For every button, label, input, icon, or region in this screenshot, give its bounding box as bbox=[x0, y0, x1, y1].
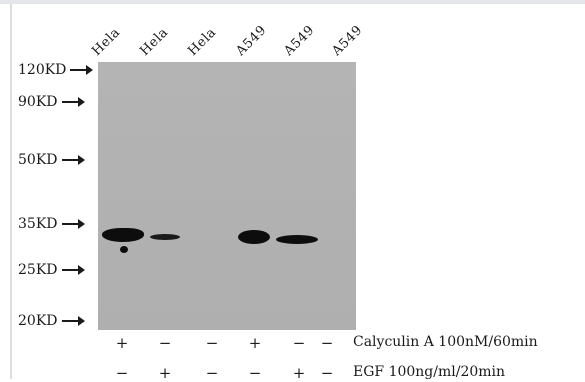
western-blot-image bbox=[98, 62, 356, 330]
treatment-2-label: EGF 100ng/ml/20min bbox=[353, 364, 506, 380]
marker-arrow-icon bbox=[61, 97, 85, 107]
band-lane-5 bbox=[276, 235, 318, 244]
lane-label-4: A549 bbox=[233, 22, 270, 59]
treatment-1-label: Calyculin A 100nM/60min bbox=[353, 334, 538, 350]
treatment-1-lane-3: − bbox=[205, 334, 219, 352]
band-lane-1 bbox=[102, 228, 144, 242]
treatment-1-lane-1: + bbox=[115, 334, 129, 352]
lane-label-1: Hela bbox=[89, 25, 124, 60]
band-lane-1-spot bbox=[120, 246, 128, 253]
marker-arrow-icon bbox=[70, 65, 94, 75]
treatment-2-lane-1: − bbox=[115, 364, 129, 382]
lane-label-5: A549 bbox=[281, 22, 318, 59]
top-border bbox=[0, 0, 585, 4]
band-lane-4 bbox=[238, 230, 270, 244]
treatment-2-lane-4: − bbox=[248, 364, 262, 382]
left-border bbox=[10, 4, 12, 379]
lane-label-2: Hela bbox=[137, 25, 172, 60]
treatment-2-lane-2: + bbox=[158, 364, 172, 382]
marker-50kd: 50KD bbox=[18, 152, 85, 168]
band-lane-2 bbox=[150, 234, 180, 240]
marker-120kd: 120KD bbox=[18, 62, 94, 78]
marker-arrow-icon bbox=[61, 219, 85, 229]
marker-arrow-icon bbox=[61, 155, 85, 165]
treatment-2-lane-6: − bbox=[320, 364, 334, 382]
marker-90kd: 90KD bbox=[18, 94, 85, 110]
marker-25kd: 25KD bbox=[18, 262, 85, 278]
marker-arrow-icon bbox=[61, 265, 85, 275]
marker-20kd: 20KD bbox=[18, 313, 85, 329]
lane-label-3: Hela bbox=[185, 25, 220, 60]
lane-label-6: A549 bbox=[329, 22, 366, 59]
treatment-1-lane-4: + bbox=[248, 334, 262, 352]
treatment-2-lane-3: − bbox=[205, 364, 219, 382]
marker-35kd: 35KD bbox=[18, 216, 85, 232]
treatment-2-lane-5: + bbox=[292, 364, 306, 382]
marker-arrow-icon bbox=[61, 316, 85, 326]
treatment-1-lane-6: − bbox=[320, 334, 334, 352]
treatment-1-lane-2: − bbox=[158, 334, 172, 352]
treatment-1-lane-5: − bbox=[292, 334, 306, 352]
